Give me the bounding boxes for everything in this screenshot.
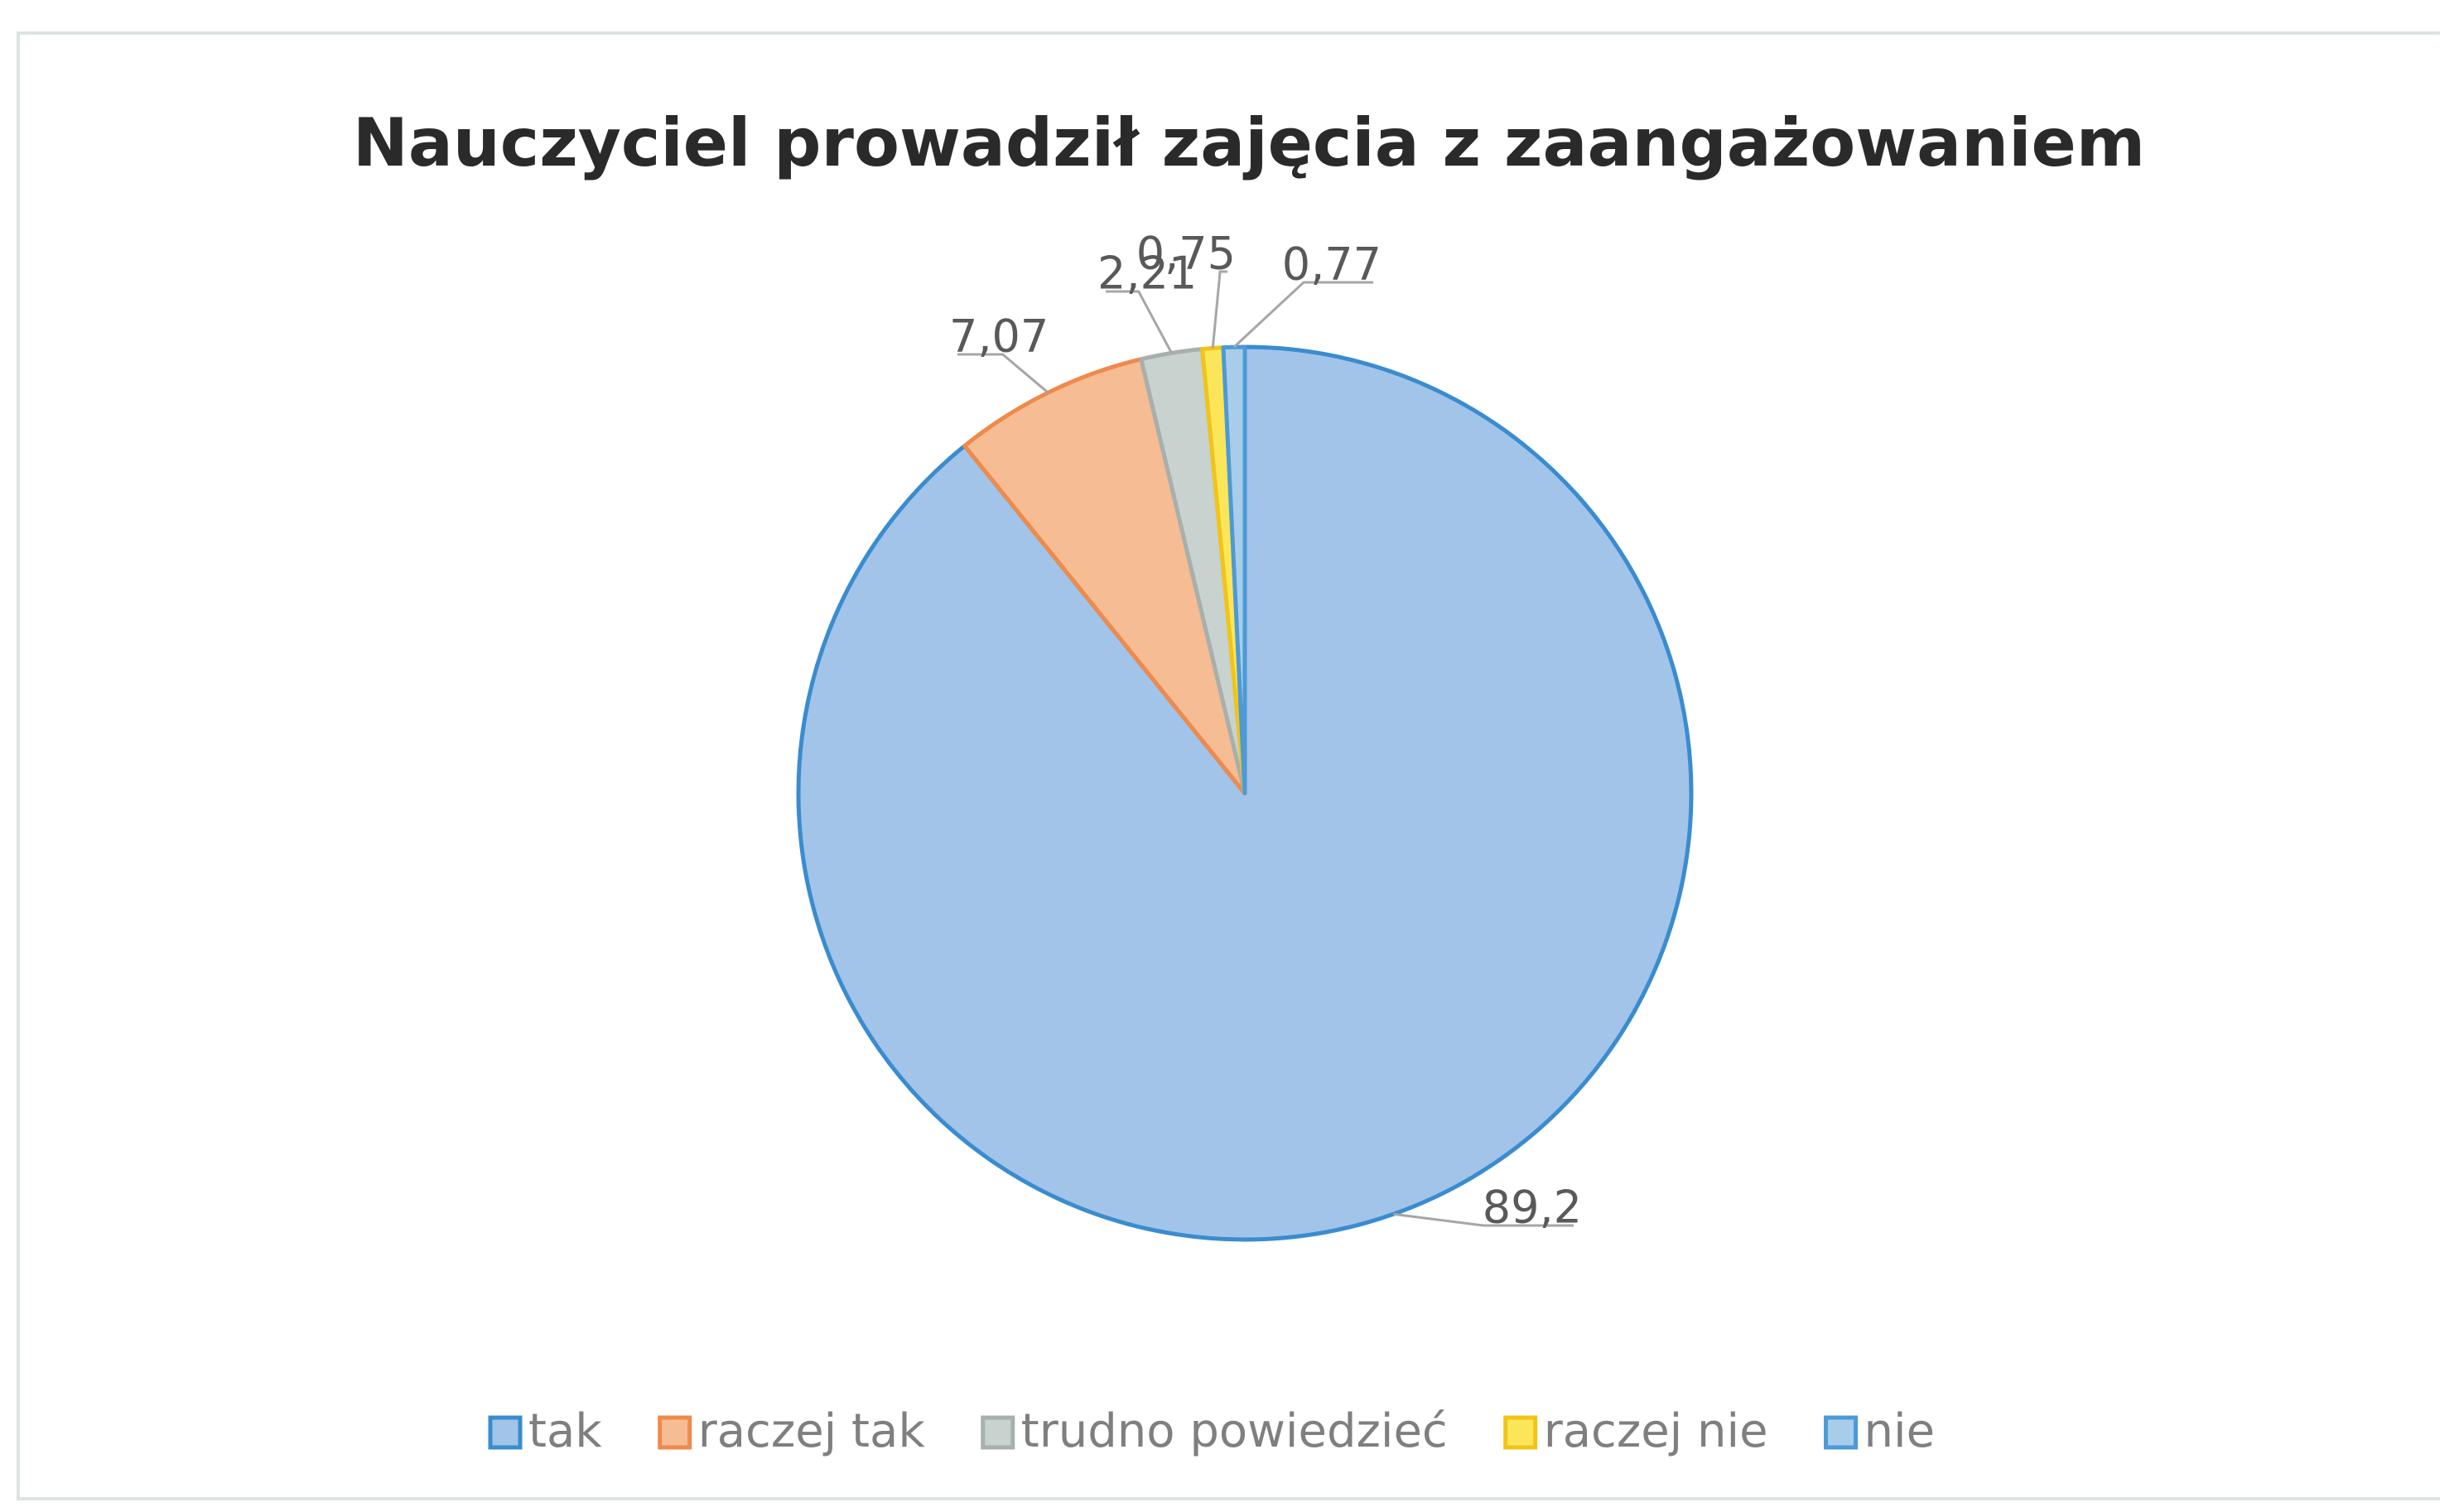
legend-swatch [1503, 1415, 1538, 1450]
leader-line [1232, 281, 1373, 349]
data-label: 7,07 [949, 311, 1049, 363]
leader-line [1393, 1212, 1574, 1227]
legend-swatch [658, 1415, 692, 1450]
legend-label: raczej nie [1544, 1404, 1768, 1458]
legend-swatch [488, 1415, 523, 1450]
leader-line [1106, 290, 1173, 354]
pie-slice [1221, 344, 1247, 796]
legend-label: raczej tak [698, 1404, 926, 1458]
data-label: 2,21 [1097, 248, 1197, 300]
legend-swatch [1824, 1415, 1859, 1450]
leader-line [1211, 270, 1227, 349]
pie-slice [962, 357, 1247, 796]
data-label: 0,77 [1282, 238, 1382, 291]
legend-label: tak [528, 1404, 602, 1458]
data-label: 89,2 [1483, 1182, 1582, 1234]
data-label: 0,75 [1136, 228, 1236, 280]
leader-line [957, 353, 1049, 394]
legend-swatch [981, 1415, 1015, 1450]
legend-label: trudno powiedzieć [1021, 1404, 1448, 1458]
chart-title: Nauczyciel prowadził zajęcia z zaangażow… [353, 104, 2145, 181]
legend-label: nie [1864, 1404, 1936, 1458]
